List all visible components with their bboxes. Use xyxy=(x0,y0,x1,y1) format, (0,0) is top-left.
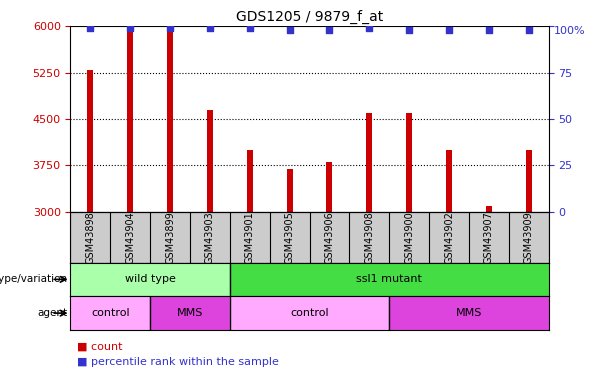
Text: GSM43898: GSM43898 xyxy=(85,211,96,264)
Bar xyxy=(247,150,253,212)
Bar xyxy=(150,296,230,330)
Point xyxy=(325,27,335,33)
Text: ssl1 mutant: ssl1 mutant xyxy=(356,274,422,284)
Point xyxy=(364,25,374,31)
Text: GSM43908: GSM43908 xyxy=(364,211,375,264)
Text: GSM43907: GSM43907 xyxy=(484,211,494,264)
Bar xyxy=(327,162,332,212)
Text: GSM43901: GSM43901 xyxy=(245,211,255,264)
Text: GSM43903: GSM43903 xyxy=(205,211,215,264)
Text: MMS: MMS xyxy=(177,308,204,318)
Bar xyxy=(88,70,93,212)
Text: wild type: wild type xyxy=(125,274,175,284)
Bar xyxy=(389,296,549,330)
Text: GSM43905: GSM43905 xyxy=(284,211,295,264)
Text: control: control xyxy=(91,308,130,318)
Point xyxy=(405,27,414,33)
Text: agent: agent xyxy=(37,308,67,318)
Bar xyxy=(446,150,452,212)
Bar xyxy=(230,262,549,296)
Bar xyxy=(367,113,372,212)
Text: GSM43899: GSM43899 xyxy=(165,211,175,264)
Bar xyxy=(207,110,213,212)
Bar xyxy=(230,296,389,330)
Text: GSM43909: GSM43909 xyxy=(524,211,534,264)
Point xyxy=(205,25,215,31)
Text: MMS: MMS xyxy=(455,308,482,318)
Bar xyxy=(70,296,150,330)
Bar xyxy=(128,33,133,212)
Point xyxy=(125,25,135,31)
Point xyxy=(284,27,294,33)
Text: ■ percentile rank within the sample: ■ percentile rank within the sample xyxy=(77,357,278,367)
Text: ■ count: ■ count xyxy=(77,342,122,352)
Bar xyxy=(287,169,292,212)
Point xyxy=(484,27,494,33)
Text: 100%: 100% xyxy=(554,26,585,36)
Bar xyxy=(486,206,492,212)
Text: GSM43904: GSM43904 xyxy=(125,211,135,264)
Point xyxy=(166,25,175,31)
Title: GDS1205 / 9879_f_at: GDS1205 / 9879_f_at xyxy=(236,10,383,24)
Text: control: control xyxy=(290,308,329,318)
Text: GSM43902: GSM43902 xyxy=(444,211,454,264)
Text: GSM43906: GSM43906 xyxy=(324,211,335,264)
Text: GSM43900: GSM43900 xyxy=(404,211,414,264)
Bar xyxy=(406,113,412,212)
Text: genotype/variation: genotype/variation xyxy=(0,274,67,284)
Point xyxy=(245,25,255,31)
Point xyxy=(524,27,533,33)
Bar xyxy=(526,150,531,212)
Bar xyxy=(167,29,173,212)
Point xyxy=(444,27,454,33)
Bar xyxy=(70,262,230,296)
Point xyxy=(86,25,96,31)
